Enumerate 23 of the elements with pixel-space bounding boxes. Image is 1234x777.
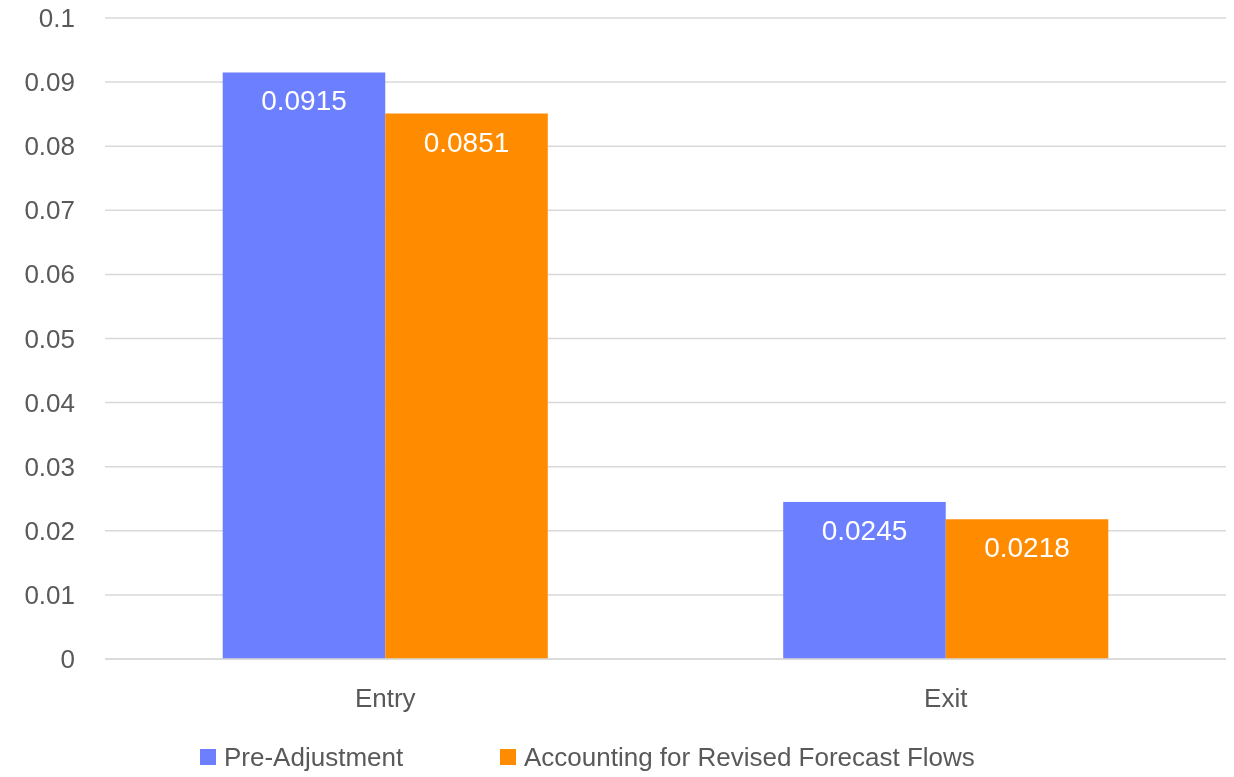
y-tick-label: 0.05: [24, 323, 75, 354]
data-label: 0.0915: [261, 85, 347, 117]
x-tick-label: Entry: [354, 683, 416, 713]
x-tick-label: Exit: [924, 683, 969, 713]
y-tick-label: 0.04: [24, 387, 75, 418]
y-tick-label: 0.09: [24, 67, 75, 98]
y-tick-label: 0.01: [24, 579, 75, 610]
bar: [945, 519, 1109, 659]
y-tick-label: 0.07: [24, 195, 75, 226]
data-label: 0.0218: [984, 532, 1070, 564]
y-tick-label: 0.08: [24, 131, 75, 162]
bar: [385, 113, 548, 659]
y-tick-label: 0: [60, 644, 75, 674]
bar: [783, 501, 946, 659]
y-tick-label: 0.1: [38, 3, 75, 33]
legend-label: Pre-Adjustment: [224, 742, 404, 772]
legend-label: Accounting for Revised Forecast Flows: [524, 742, 975, 772]
bar: [222, 72, 386, 659]
y-tick-label: 0.06: [24, 259, 75, 290]
y-tick-label: 0.02: [24, 515, 75, 546]
y-tick-label: 0.03: [24, 451, 75, 482]
data-label: 0.0851: [423, 126, 510, 158]
data-label: 0.0245: [821, 514, 908, 546]
